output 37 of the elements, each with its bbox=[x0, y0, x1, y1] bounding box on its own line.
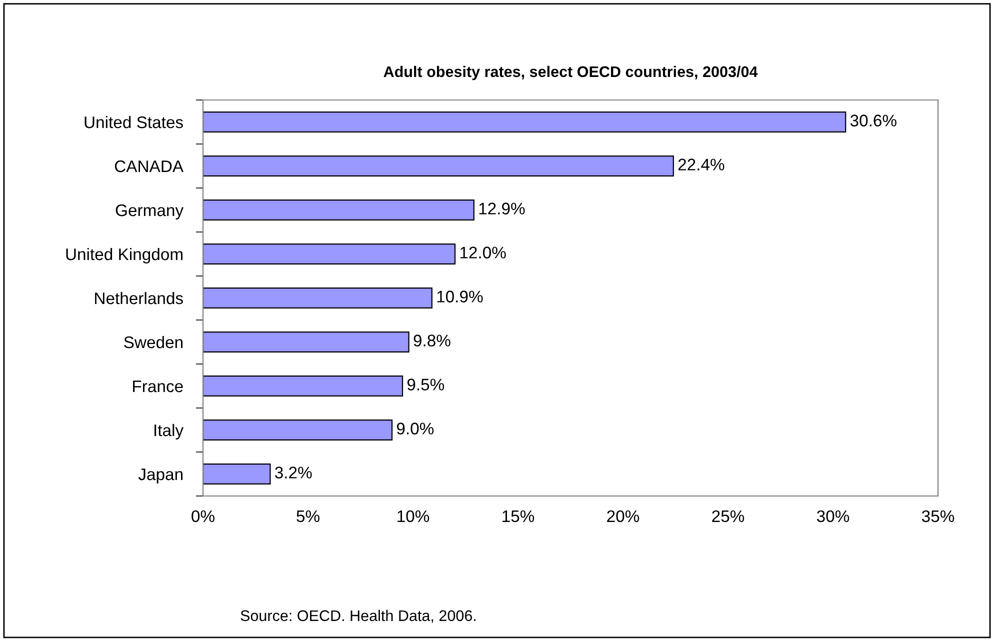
y-tick-label: CANADA bbox=[114, 160, 184, 172]
x-tick-label: 5% bbox=[296, 510, 320, 522]
bar bbox=[203, 288, 432, 308]
x-tick-label: 25% bbox=[712, 510, 744, 522]
data-label: 12.0% bbox=[460, 246, 506, 258]
x-tick-label: 20% bbox=[607, 510, 640, 522]
data-label: 10.9% bbox=[437, 290, 483, 302]
bar bbox=[203, 376, 404, 396]
y-tick-label: Netherlands bbox=[95, 292, 183, 304]
x-tick-label: 30% bbox=[816, 510, 850, 522]
bar bbox=[203, 200, 474, 220]
chart-title: Adult obesity rates, select OECD countries, 2003/04 bbox=[384, 66, 758, 80]
x-tick-label: 10% bbox=[398, 510, 430, 522]
bar bbox=[203, 332, 410, 352]
y-tick-label: United States bbox=[84, 116, 183, 128]
y-tick-label: Japan bbox=[138, 468, 182, 484]
data-label: 22.4% bbox=[678, 158, 724, 170]
y-tick-label: France bbox=[133, 380, 183, 392]
bar bbox=[203, 244, 456, 264]
data-label: 9.0% bbox=[396, 422, 434, 434]
data-label: 3.2% bbox=[275, 466, 312, 478]
y-tick-label: Sweden bbox=[124, 336, 182, 348]
data-label: 9.5% bbox=[407, 378, 444, 390]
x-tick-label: 0% bbox=[192, 510, 214, 522]
bar bbox=[203, 156, 674, 176]
data-label: 30.6% bbox=[850, 114, 896, 126]
y-tick-label: Germany bbox=[116, 204, 184, 220]
bar bbox=[203, 420, 393, 440]
data-label: 12.9% bbox=[479, 202, 525, 214]
bar bbox=[203, 464, 271, 484]
y-tick-label: United Kingdom bbox=[66, 248, 182, 264]
x-tick-label: 35% bbox=[922, 510, 954, 522]
bar bbox=[203, 112, 846, 132]
source-note: Source: OECD. Health Data, 2006. bbox=[240, 610, 476, 623]
data-label: 9.8% bbox=[414, 334, 450, 346]
x-tick-label: 15% bbox=[502, 510, 534, 522]
y-tick-label: Italy bbox=[154, 424, 184, 440]
